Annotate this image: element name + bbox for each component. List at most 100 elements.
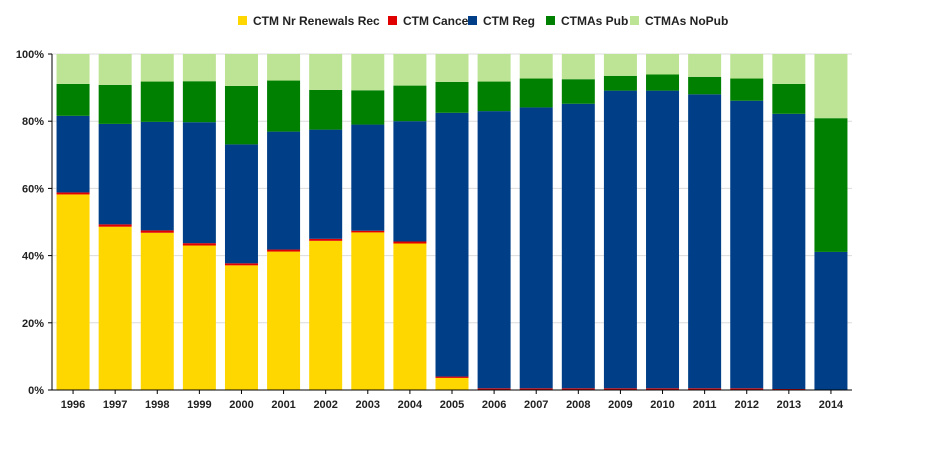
legend-item: CTMAs Pub bbox=[546, 14, 628, 28]
x-tick-label: 2008 bbox=[566, 399, 590, 411]
y-tick-label: 20% bbox=[22, 318, 44, 330]
bar-segment bbox=[814, 54, 848, 119]
x-tick-label: 2006 bbox=[482, 399, 506, 411]
bar-segment bbox=[267, 249, 301, 252]
bar-stack bbox=[603, 54, 637, 390]
bar-segment bbox=[730, 388, 764, 390]
bar-segment bbox=[477, 388, 511, 390]
x-axis-ticks: 1996 1997 1998 1999 2000 2001 2002 2003 2004 2005… bbox=[61, 390, 844, 411]
legend-label: CTM Cancel bbox=[403, 14, 472, 28]
bar-segment bbox=[730, 78, 764, 101]
bar-stack bbox=[561, 54, 595, 390]
x-tick-label: 2002 bbox=[313, 399, 337, 411]
bar-segment bbox=[140, 121, 174, 231]
bar-segment bbox=[688, 54, 722, 77]
y-tick-label: 60% bbox=[22, 183, 44, 195]
bar-segment bbox=[309, 240, 343, 390]
bar-stack bbox=[140, 54, 174, 390]
bar-segment bbox=[56, 83, 90, 116]
bar-segment bbox=[814, 118, 848, 252]
legend-swatch bbox=[468, 16, 477, 25]
x-tick-label: 1998 bbox=[145, 399, 169, 411]
x-tick-label: 2005 bbox=[440, 399, 464, 411]
bar-segment bbox=[140, 232, 174, 390]
bar-segment bbox=[224, 85, 258, 145]
bar-segment bbox=[519, 107, 553, 389]
legend-swatch bbox=[630, 16, 639, 25]
x-tick-label: 2013 bbox=[777, 399, 801, 411]
bar-segment bbox=[98, 224, 132, 227]
bar-stack bbox=[351, 54, 385, 390]
bar-segment bbox=[309, 54, 343, 90]
legend-label: CTM Reg bbox=[483, 14, 535, 28]
x-tick-label: 1999 bbox=[187, 399, 211, 411]
bar-segment bbox=[309, 129, 343, 239]
y-tick-label: 40% bbox=[22, 251, 44, 263]
bar-segment bbox=[267, 131, 301, 250]
bar-segment bbox=[182, 54, 216, 82]
bar-segment bbox=[646, 74, 680, 91]
bar-segment bbox=[393, 241, 427, 244]
bar-segment bbox=[561, 79, 595, 104]
bar-segment bbox=[224, 263, 258, 266]
y-tick-label: 100% bbox=[16, 49, 44, 61]
bar-segment bbox=[688, 76, 722, 95]
bar-segment bbox=[730, 54, 764, 79]
legend-swatch bbox=[238, 16, 247, 25]
x-tick-label: 2014 bbox=[819, 399, 844, 411]
chart-bars bbox=[56, 54, 848, 391]
bar-segment bbox=[56, 192, 90, 195]
bar-segment bbox=[393, 54, 427, 86]
bar-segment bbox=[435, 112, 469, 377]
bar-segment bbox=[730, 100, 764, 389]
bar-segment bbox=[477, 81, 511, 112]
bar-segment bbox=[393, 243, 427, 390]
bar-stack bbox=[435, 54, 469, 390]
bar-segment bbox=[267, 80, 301, 132]
bar-stack bbox=[688, 54, 722, 390]
bar-segment bbox=[561, 54, 595, 80]
bar-segment bbox=[351, 230, 385, 233]
legend-label: CTMAs NoPub bbox=[645, 14, 728, 28]
bar-stack bbox=[309, 54, 343, 390]
bar-segment bbox=[56, 194, 90, 390]
legend-item: CTM Reg bbox=[468, 14, 535, 28]
legend-swatch bbox=[388, 16, 397, 25]
bar-segment bbox=[435, 81, 469, 113]
legend-item: CTM Nr Renewals Rec bbox=[238, 14, 380, 28]
bar-segment bbox=[519, 388, 553, 390]
bar-segment bbox=[561, 388, 595, 390]
x-tick-label: 2011 bbox=[693, 399, 717, 411]
bar-segment bbox=[182, 245, 216, 390]
bar-segment bbox=[140, 54, 174, 82]
x-tick-label: 2010 bbox=[650, 399, 674, 411]
bar-segment bbox=[646, 90, 680, 389]
x-tick-label: 2009 bbox=[608, 399, 632, 411]
bar-stack bbox=[730, 54, 764, 390]
bar-segment bbox=[814, 251, 848, 390]
bar-segment bbox=[140, 230, 174, 233]
bar-segment bbox=[98, 226, 132, 390]
legend-item: CTM Cancel bbox=[388, 14, 472, 28]
bar-segment bbox=[688, 388, 722, 390]
bar-segment bbox=[267, 54, 301, 81]
bar-stack bbox=[814, 54, 848, 391]
bar-segment bbox=[98, 84, 132, 124]
x-tick-label: 2007 bbox=[524, 399, 548, 411]
bar-segment bbox=[772, 113, 806, 389]
bar-segment bbox=[98, 123, 132, 225]
bar-segment bbox=[646, 54, 680, 75]
bar-stack bbox=[772, 54, 806, 390]
bar-segment bbox=[435, 54, 469, 82]
y-tick-label: 80% bbox=[22, 116, 44, 128]
bar-segment bbox=[182, 122, 216, 244]
bar-segment bbox=[224, 54, 258, 86]
bar-segment bbox=[351, 54, 385, 91]
bar-segment bbox=[603, 54, 637, 76]
bar-segment bbox=[477, 111, 511, 389]
bar-stack bbox=[267, 54, 301, 390]
bar-segment bbox=[477, 54, 511, 82]
y-axis-ticks: 0% 20% 40% 60% 80% 100% bbox=[16, 49, 52, 397]
legend-item: CTMAs NoPub bbox=[630, 14, 728, 28]
x-tick-label: 2000 bbox=[229, 399, 253, 411]
